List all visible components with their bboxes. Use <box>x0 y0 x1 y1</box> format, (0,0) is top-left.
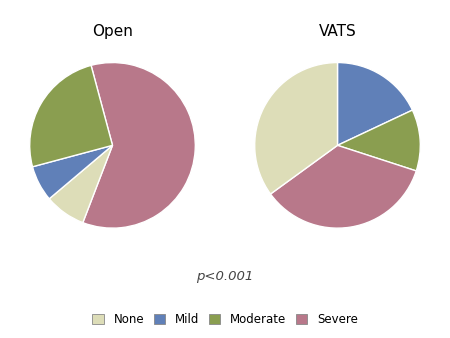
Wedge shape <box>83 63 195 228</box>
Wedge shape <box>270 145 416 228</box>
Wedge shape <box>49 145 112 223</box>
Text: p<0.001: p<0.001 <box>196 270 254 283</box>
Title: Open: Open <box>92 24 133 39</box>
Title: VATS: VATS <box>319 24 356 39</box>
Wedge shape <box>32 145 112 199</box>
Wedge shape <box>255 63 338 194</box>
Wedge shape <box>30 65 112 167</box>
Wedge shape <box>338 63 412 145</box>
Wedge shape <box>338 110 420 171</box>
Legend: None, Mild, Moderate, Severe: None, Mild, Moderate, Severe <box>90 311 360 329</box>
